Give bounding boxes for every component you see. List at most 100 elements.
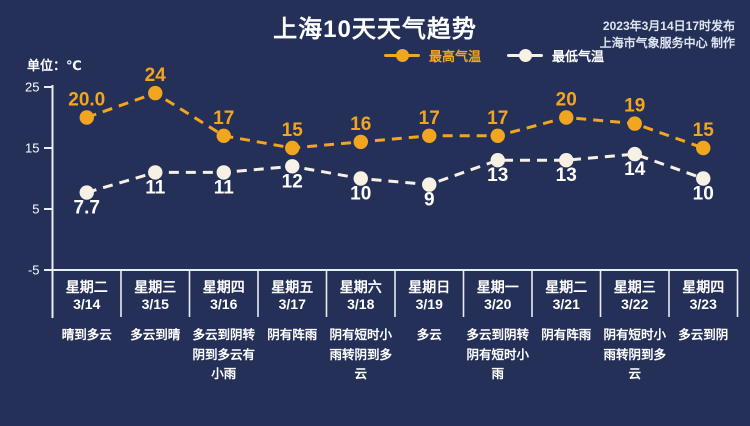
high-temp-value-label: 20.0 xyxy=(68,90,105,111)
publish-info: 2023年3月14日17时发布 上海市气象服务中心 制作 xyxy=(600,18,735,52)
high-temp-line xyxy=(86,91,704,150)
weekday-label: 星期六 xyxy=(339,278,382,295)
date-label: 3/18 xyxy=(347,295,375,312)
unit-label: 单位：℃ xyxy=(27,58,82,73)
high-temp-point xyxy=(79,110,94,125)
low-temp-point xyxy=(422,177,437,192)
weather-description: 阴有短时小雨转阴到多云 xyxy=(603,328,666,381)
low-temp-point xyxy=(627,146,642,162)
page-title: 上海10天天气趋势 xyxy=(273,16,477,43)
date-label: 3/23 xyxy=(689,295,717,312)
low-temp-value-label: 11 xyxy=(214,177,235,198)
day-date-cell: 星期六 3/18 xyxy=(327,270,396,319)
date-label: 3/19 xyxy=(415,295,443,312)
low-temp-value-label: 12 xyxy=(282,171,303,192)
high-temp-point xyxy=(353,134,368,150)
y-axis-tick-label: -5 xyxy=(28,263,40,278)
high-temp-point xyxy=(490,128,505,143)
legend-item-high: 最高气温 xyxy=(384,46,481,65)
day-date-cell: 星期五 3/17 xyxy=(258,270,327,319)
legend-label-high: 最高气温 xyxy=(429,49,482,64)
high-temp-line-icon xyxy=(384,49,420,63)
weather-description: 多云 xyxy=(416,328,442,342)
day-date-cell: 星期二 3/21 xyxy=(532,270,601,319)
day-column: 星期一 3/20 多云到阴转阴有短时小雨 xyxy=(464,270,533,385)
low-temp-value-label: 10 xyxy=(693,184,714,205)
weekday-label: 星期一 xyxy=(476,278,519,295)
day-date-cell: 星期三 3/22 xyxy=(601,270,670,319)
legend-item-low: 最低气温 xyxy=(507,46,604,65)
weather-description: 阴有短时小雨转阴到多云 xyxy=(329,328,392,381)
low-temp-line-icon xyxy=(507,49,544,63)
high-temp-value-label: 17 xyxy=(213,108,234,129)
day-date-cell: 星期日 3/19 xyxy=(395,270,464,319)
date-label: 3/17 xyxy=(278,295,306,312)
high-temp-value-label: 19 xyxy=(624,96,645,117)
low-temp-point xyxy=(559,153,574,168)
low-temp-value-label: 13 xyxy=(556,165,577,186)
low-temp-point xyxy=(285,159,300,174)
day-column: 星期三 3/15 多云到晴 xyxy=(121,270,190,385)
date-label: 3/22 xyxy=(621,295,649,312)
high-temp-point xyxy=(285,140,300,156)
high-temp-point xyxy=(627,116,642,131)
weekday-label: 星期二 xyxy=(65,278,108,295)
high-temp-point xyxy=(148,85,163,101)
low-temp-line xyxy=(86,152,704,194)
low-temp-value-label: 10 xyxy=(350,184,371,205)
weekday-label: 星期三 xyxy=(134,278,177,295)
day-column: 星期四 3/23 多云到阴 xyxy=(669,270,738,385)
high-temp-point xyxy=(422,128,437,143)
weather-description: 阴有阵雨 xyxy=(541,328,592,342)
weather-description: 晴到多云 xyxy=(61,328,112,342)
y-axis-tick-label: 5 xyxy=(32,202,39,217)
day-date-cell: 星期四 3/23 xyxy=(669,270,738,319)
high-temp-value-label: 15 xyxy=(282,120,304,141)
weekday-label: 星期三 xyxy=(613,278,656,295)
date-label: 3/21 xyxy=(552,295,580,312)
weekday-label: 星期四 xyxy=(202,278,245,295)
weather-description: 阴有阵雨 xyxy=(267,328,318,342)
low-temp-value-label: 7.7 xyxy=(74,198,100,219)
day-column: 星期六 3/18 阴有短时小雨转阴到多云 xyxy=(327,270,396,385)
y-axis-tick-label: 25 xyxy=(25,80,39,95)
day-date-cell: 星期一 3/20 xyxy=(464,270,533,319)
high-temp-value-label: 15 xyxy=(693,120,715,141)
legend-label-low: 最低气温 xyxy=(552,49,605,64)
date-label: 3/16 xyxy=(210,295,238,312)
day-column: 星期二 3/14 晴到多云 xyxy=(53,270,122,385)
publish-author: 上海市气象服务中心 制作 xyxy=(599,36,735,50)
forecast-table: 星期二 3/14 晴到多云 星期三 3/15 多云到晴 星期四 3/16 多云到阴转阴到多云有小… xyxy=(53,270,738,385)
low-temp-point xyxy=(216,165,231,180)
low-temp-point xyxy=(79,185,94,200)
day-column: 星期五 3/17 阴有阵雨 xyxy=(258,270,327,385)
weather-description: 多云到阴转阴到多云有小雨 xyxy=(192,328,255,381)
weekday-label: 星期四 xyxy=(682,278,725,295)
weather-description: 多云到阴转阴有短时小雨 xyxy=(466,328,529,381)
high-temp-point xyxy=(216,128,231,143)
low-temp-point xyxy=(696,171,711,186)
weather-description: 多云到晴 xyxy=(130,328,181,342)
low-temp-value-label: 9 xyxy=(424,190,435,211)
low-temp-value-label: 11 xyxy=(145,177,166,198)
weather-description: 多云到阴 xyxy=(678,328,729,342)
high-temp-point xyxy=(559,110,574,125)
low-temp-point xyxy=(353,171,368,186)
high-temp-value-label: 17 xyxy=(419,108,440,129)
high-temp-value-label: 17 xyxy=(487,108,508,129)
low-temp-value-label: 14 xyxy=(624,159,646,180)
day-column: 星期日 3/19 多云 xyxy=(395,270,464,385)
date-label: 3/15 xyxy=(141,295,169,312)
low-temp-value-label: 13 xyxy=(487,165,508,186)
high-temp-point xyxy=(696,140,711,156)
high-temp-value-label: 20 xyxy=(556,90,577,111)
low-temp-point xyxy=(148,165,163,180)
weekday-label: 星期五 xyxy=(271,278,314,295)
day-date-cell: 星期二 3/14 xyxy=(53,270,122,319)
low-temp-point xyxy=(490,153,505,168)
day-column: 星期二 3/21 阴有阵雨 xyxy=(532,270,601,385)
day-column: 星期三 3/22 阴有短时小雨转阴到多云 xyxy=(601,270,670,385)
date-label: 3/20 xyxy=(484,295,512,312)
